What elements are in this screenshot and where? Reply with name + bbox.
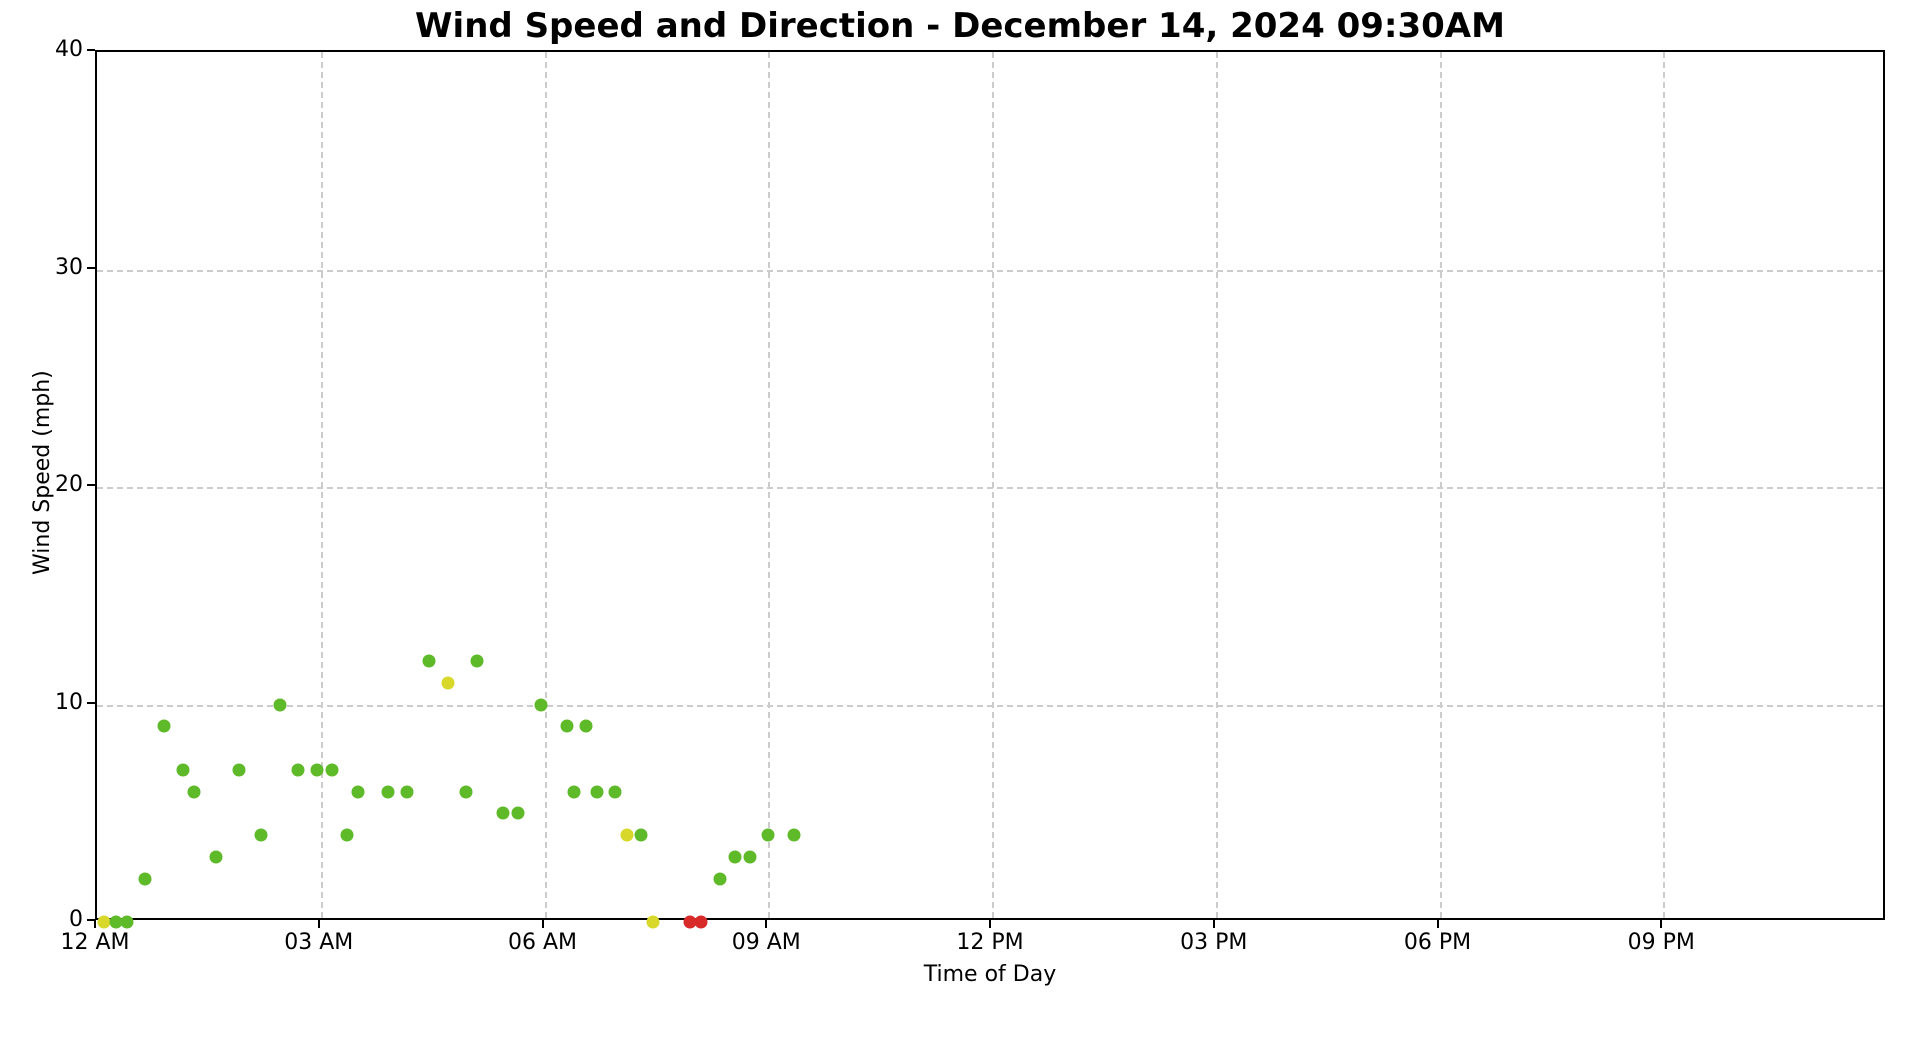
grid-line-v [992,52,994,918]
data-point [762,829,775,842]
data-point [512,807,525,820]
x-tick-label: 09 PM [1628,930,1695,955]
data-point [646,916,659,929]
data-point [460,785,473,798]
data-point [340,829,353,842]
grid-line-v [768,52,770,918]
x-axis-label: Time of Day [95,962,1885,987]
data-point [568,785,581,798]
x-tick-label: 03 PM [1180,930,1247,955]
data-point [743,850,756,863]
data-point [422,655,435,668]
data-point [728,850,741,863]
x-tick [1213,920,1215,928]
grid-line-h [97,487,1883,489]
x-tick [1437,920,1439,928]
x-tick-label: 12 AM [60,930,129,955]
y-axis-label: Wind Speed (mph) [30,370,55,575]
data-point [120,916,133,929]
y-tick-label: 0 [69,907,83,932]
data-point [210,850,223,863]
data-point [695,916,708,929]
grid-line-v [1216,52,1218,918]
x-tick [989,920,991,928]
y-tick-label: 20 [55,472,83,497]
x-tick-label: 06 AM [508,930,577,955]
data-point [471,655,484,668]
grid-line-v [1663,52,1665,918]
data-point [325,763,338,776]
y-tick-label: 10 [55,690,83,715]
data-point [560,720,573,733]
data-point [788,829,801,842]
x-tick-label: 09 AM [732,930,801,955]
data-point [311,763,324,776]
data-point [232,763,245,776]
data-point [400,785,413,798]
chart-title: Wind Speed and Direction - December 14, … [0,6,1920,46]
data-point [579,720,592,733]
y-tick [87,49,95,51]
x-tick [1660,920,1662,928]
grid-line-v [545,52,547,918]
x-tick [542,920,544,928]
data-point [352,785,365,798]
x-tick [765,920,767,928]
data-point [292,763,305,776]
data-point [620,829,633,842]
y-tick-label: 40 [55,37,83,62]
grid-line-v [1440,52,1442,918]
plot-area [95,50,1885,920]
data-point [534,698,547,711]
x-tick-label: 12 PM [956,930,1023,955]
data-point [713,872,726,885]
data-point [187,785,200,798]
x-tick-label: 06 PM [1404,930,1471,955]
data-point [176,763,189,776]
x-tick [318,920,320,928]
data-point [255,829,268,842]
x-tick-label: 03 AM [284,930,353,955]
data-point [441,676,454,689]
wind-chart: Wind Speed and Direction - December 14, … [0,0,1920,1057]
x-tick [94,920,96,928]
data-point [381,785,394,798]
data-point [273,698,286,711]
data-point [139,872,152,885]
data-point [158,720,171,733]
data-point [635,829,648,842]
data-point [590,785,603,798]
y-tick [87,702,95,704]
data-point [609,785,622,798]
y-tick-label: 30 [55,255,83,280]
y-tick [87,484,95,486]
grid-line-h [97,270,1883,272]
data-point [497,807,510,820]
y-tick [87,267,95,269]
grid-line-v [321,52,323,918]
grid-line-h [97,705,1883,707]
